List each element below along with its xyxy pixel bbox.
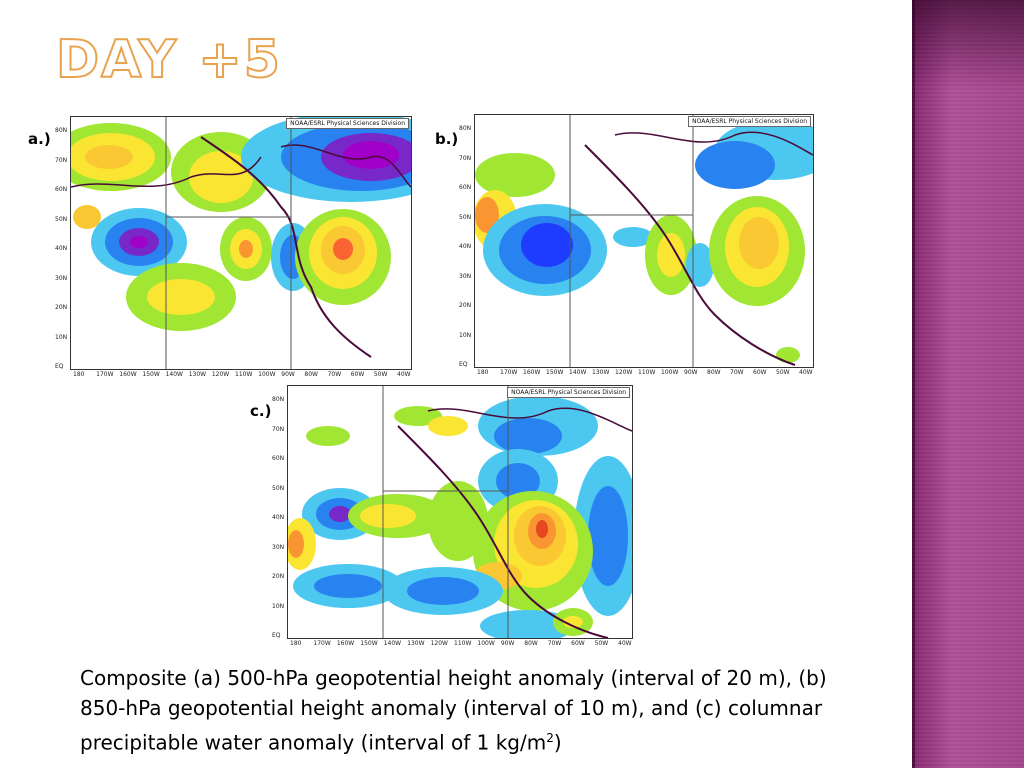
lat-label: 70N <box>272 425 285 433</box>
lon-label: 160W <box>336 640 355 647</box>
lon-label: 160W <box>119 371 137 378</box>
lon-label: 110W <box>235 371 253 378</box>
lat-label: 30N <box>272 543 285 551</box>
lat-label: 80N <box>272 396 285 403</box>
map-panel-a: NOAA/ESRL Physical Sciences Division 80N… <box>55 116 412 378</box>
lon-label: 70W <box>730 369 744 376</box>
lon-label: 160W <box>523 369 541 376</box>
lon-label: 40W <box>618 640 632 647</box>
lon-label: 90W <box>281 371 295 378</box>
lat-label: EQ <box>459 361 468 368</box>
lat-label: 60N <box>459 184 472 191</box>
lon-label: 170W <box>96 371 114 378</box>
lon-label: 100W <box>477 640 495 647</box>
lon-label: 150W <box>546 369 564 376</box>
lat-label: 20N <box>272 573 285 580</box>
lon-label: 50W <box>776 369 790 376</box>
lon-label: 50W <box>594 640 609 647</box>
lat-label: 80N <box>55 127 68 134</box>
figure-caption: Composite (a) 500-hPa geopotential heigh… <box>80 663 870 758</box>
lon-label: 140W <box>165 371 183 378</box>
lon-label: 120W <box>615 369 633 376</box>
caption-superscript: 2 <box>546 731 554 745</box>
lon-label: 90W <box>500 640 515 647</box>
credit-a: NOAA/ESRL Physical Sciences Division <box>286 118 409 129</box>
lon-label: 100W <box>258 371 276 378</box>
lat-label: 80N <box>459 125 472 132</box>
map-b-graphic <box>475 115 813 367</box>
lon-label: 80W <box>707 369 721 376</box>
lat-label: 20N <box>459 302 472 309</box>
lon-label: 140W <box>383 640 402 647</box>
lon-label: 130W <box>592 369 610 376</box>
lat-label: 50N <box>459 213 472 221</box>
lon-label: 80W <box>524 640 538 647</box>
lat-label: 10N <box>55 333 68 341</box>
lat-label: 40N <box>55 245 68 252</box>
lat-label: EQ <box>55 363 64 370</box>
lon-label: 40W <box>397 371 411 378</box>
credit-c: NOAA/ESRL Physical Sciences Division <box>507 387 630 398</box>
lon-label: 90W <box>684 369 698 376</box>
lat-label: 70N <box>459 154 472 162</box>
map-panel-b: NOAA/ESRL Physical Sciences Division 80N… <box>459 114 814 376</box>
map-c-graphic <box>288 386 632 638</box>
credit-b: NOAA/ESRL Physical Sciences Division <box>688 116 811 127</box>
side-band-shade <box>912 0 1024 90</box>
slide-title: DAY +5 <box>55 29 282 91</box>
panel-label-c: c.) <box>250 402 272 420</box>
map-a-graphic <box>71 117 411 369</box>
lat-label: 60N <box>272 455 285 462</box>
lat-label: 30N <box>55 274 68 282</box>
lon-label: 140W <box>569 369 587 376</box>
lon-label: 70W <box>327 371 342 378</box>
lat-label: 60N <box>55 186 68 193</box>
lon-label: 180 <box>290 640 302 647</box>
lon-label: 130W <box>188 371 207 378</box>
lon-label: 150W <box>360 640 378 647</box>
lon-label: 60W <box>350 371 365 378</box>
lon-label: 70W <box>547 640 562 647</box>
lat-label: 10N <box>459 331 472 339</box>
lon-label: 180 <box>477 369 489 376</box>
panel-label-b: b.) <box>435 130 459 148</box>
lat-label: 10N <box>272 602 285 610</box>
lon-label: 180 <box>73 371 85 378</box>
lon-label: 50W <box>373 371 388 378</box>
lat-label: 30N <box>459 272 472 280</box>
lat-label: 40N <box>272 514 285 521</box>
lon-label: 40W <box>799 369 813 376</box>
lat-label: 50N <box>55 215 68 223</box>
lon-label: 100W <box>661 369 679 376</box>
lon-label: 120W <box>430 640 448 647</box>
lon-label: 60W <box>571 640 585 647</box>
lat-label: 70N <box>55 156 68 164</box>
lon-label: 80W <box>304 371 318 378</box>
decorative-side-band <box>912 0 1024 768</box>
map-panel-c: NOAA/ESRL Physical Sciences Division 80N… <box>272 385 633 647</box>
caption-end: ) <box>553 730 562 755</box>
lon-label: 120W <box>211 371 230 378</box>
lon-label: 110W <box>638 369 656 376</box>
caption-text: Composite (a) 500-hPa geopotential heigh… <box>80 666 827 755</box>
lat-label: 20N <box>55 304 68 311</box>
panel-label-a: a.) <box>28 130 51 148</box>
lat-label: 50N <box>272 484 285 492</box>
lat-label: EQ <box>272 632 281 639</box>
lon-label: 60W <box>753 369 767 376</box>
lon-label: 170W <box>500 369 518 376</box>
lon-label: 110W <box>454 640 472 647</box>
lon-label: 130W <box>407 640 425 647</box>
lat-label: 40N <box>459 243 472 250</box>
lon-label: 170W <box>313 640 331 647</box>
lon-label: 150W <box>142 371 160 378</box>
